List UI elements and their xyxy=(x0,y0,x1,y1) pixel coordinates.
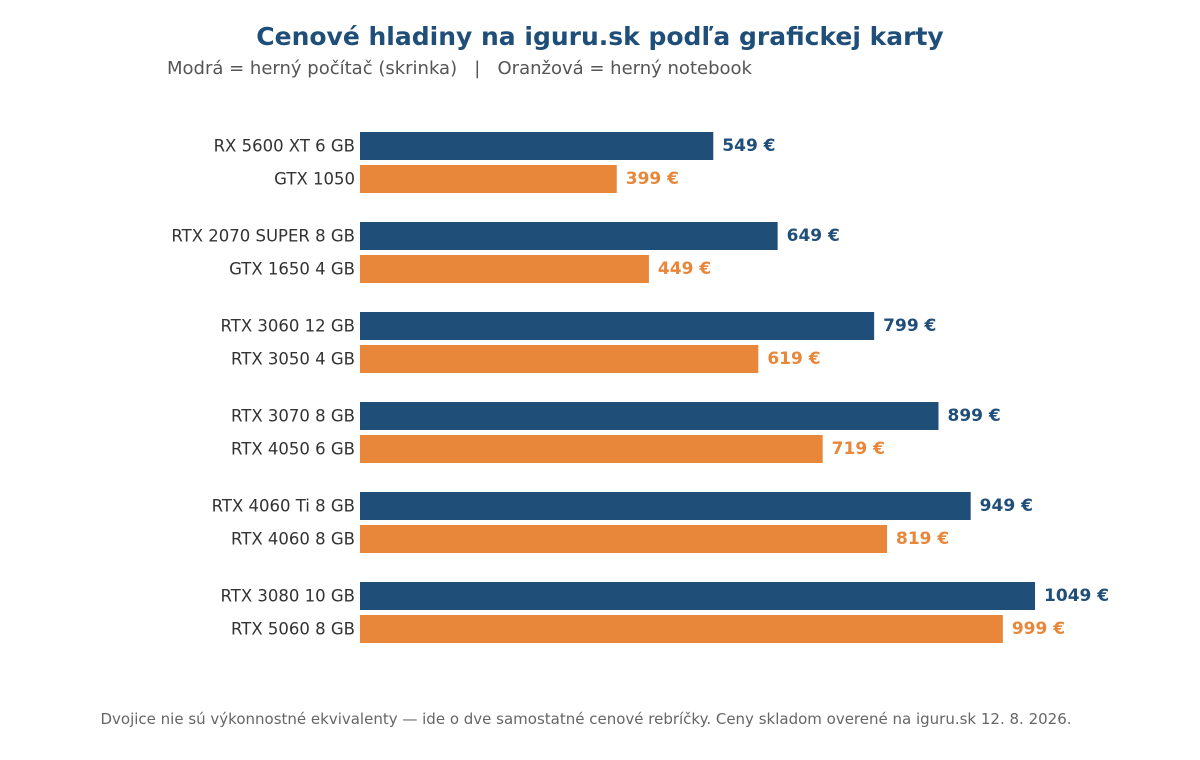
bar-group: RTX 3080 10 GB 1049 € RTX 5060 8 GB 999 € xyxy=(221,582,1109,643)
bar-notebook xyxy=(360,255,649,283)
value-label: 549 € xyxy=(722,136,775,156)
value-label: 999 € xyxy=(1012,619,1065,639)
bar-group: RTX 3070 8 GB 899 € RTX 4050 6 GB 719 € xyxy=(231,402,1001,463)
bar-desktop xyxy=(360,402,939,430)
value-label: 819 € xyxy=(896,529,949,549)
category-label: GTX 1050 xyxy=(274,170,355,189)
bar-group: RX 5600 XT 6 GB 549 € GTX 1050 399 € xyxy=(214,132,776,193)
category-label: RTX 4060 8 GB xyxy=(231,530,355,549)
value-label: 899 € xyxy=(948,406,1001,426)
value-label: 949 € xyxy=(980,496,1033,516)
category-label: GTX 1650 4 GB xyxy=(229,260,355,279)
bar-notebook xyxy=(360,525,888,553)
category-label: RX 5600 XT 6 GB xyxy=(214,137,355,156)
value-label: 649 € xyxy=(787,226,840,246)
bar-group: RTX 2070 SUPER 8 GB 649 € GTX 1650 4 GB 449… xyxy=(171,222,840,283)
value-label: 1049 € xyxy=(1044,586,1109,606)
bar-group: RTX 3060 12 GB 799 € RTX 3050 4 GB 619 € xyxy=(221,312,936,373)
bar-notebook xyxy=(360,435,823,463)
value-label: 449 € xyxy=(658,259,711,279)
chart-subtitle: Modrá = herný počítač (skrinka) | Oranžo… xyxy=(167,58,752,79)
bar-notebook xyxy=(360,615,1003,643)
value-label: 719 € xyxy=(832,439,885,459)
category-label: RTX 4060 Ti 8 GB xyxy=(212,497,355,516)
bar-group: RTX 4060 Ti 8 GB 949 € RTX 4060 8 GB 819 € xyxy=(212,492,1033,553)
category-label: RTX 2070 SUPER 8 GB xyxy=(171,227,355,246)
category-label: RTX 3080 10 GB xyxy=(221,587,355,606)
bar-desktop xyxy=(360,312,875,340)
chart-title: Cenové hladiny na iguru.sk podľa grafick… xyxy=(256,22,944,51)
category-label: RTX 3060 12 GB xyxy=(221,317,355,336)
bar-desktop xyxy=(360,582,1036,610)
category-label: RTX 4050 6 GB xyxy=(231,440,355,459)
category-label: RTX 3070 8 GB xyxy=(231,407,355,426)
bar-desktop xyxy=(360,222,778,250)
bar-desktop xyxy=(360,132,714,160)
value-label: 799 € xyxy=(883,316,936,336)
value-label: 619 € xyxy=(767,349,820,369)
bar-notebook xyxy=(360,345,759,373)
category-label: RTX 5060 8 GB xyxy=(231,620,355,639)
bar-desktop xyxy=(360,492,971,520)
chart-footnote: Dvojice nie sú výkonnostné ekvivalenty —… xyxy=(100,710,1072,728)
bar-notebook xyxy=(360,165,617,193)
category-label: RTX 3050 4 GB xyxy=(231,350,355,369)
value-label: 399 € xyxy=(626,169,679,189)
